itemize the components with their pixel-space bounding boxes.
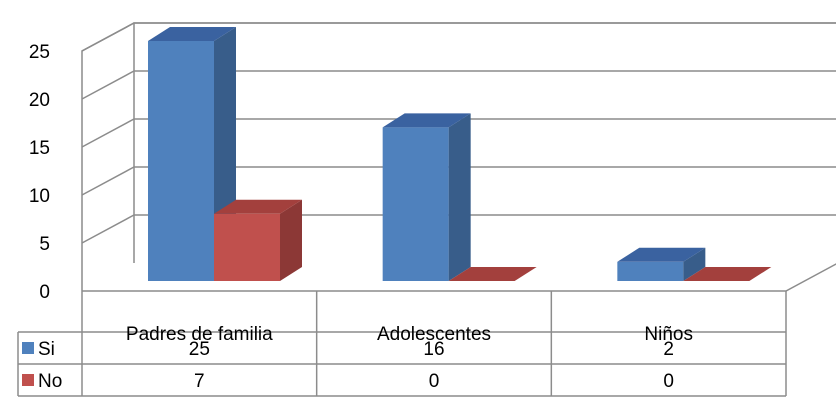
y-axis-ticks: 0 5 10 15 20 25 bbox=[29, 42, 50, 303]
gridline bbox=[81, 118, 836, 148]
bar-si bbox=[617, 247, 706, 281]
legend-label: No bbox=[38, 371, 62, 392]
y-tick-label: 0 bbox=[39, 282, 50, 303]
legend-swatch bbox=[22, 374, 34, 386]
category-label: Niños bbox=[644, 324, 693, 345]
gridline bbox=[81, 22, 836, 52]
gridline bbox=[81, 214, 836, 244]
data-table-cell: 2 bbox=[663, 339, 674, 360]
data-table-cell: 25 bbox=[189, 339, 210, 360]
y-tick-label: 25 bbox=[29, 42, 50, 63]
bars bbox=[148, 27, 772, 282]
gridline bbox=[81, 70, 836, 100]
y-tick-label: 10 bbox=[29, 186, 50, 207]
y-tick-label: 5 bbox=[39, 234, 50, 255]
legend-label: Si bbox=[38, 339, 55, 360]
bar-si bbox=[382, 113, 471, 282]
data-table: Padres de familia Adolescentes Niños Si 25 16… bbox=[17, 291, 787, 397]
bar-no bbox=[683, 267, 772, 281]
bar-no bbox=[214, 199, 302, 281]
data-table-cell: 0 bbox=[429, 371, 440, 392]
y-tick-label: 15 bbox=[29, 138, 50, 159]
gridlines bbox=[81, 22, 836, 244]
y-tick-label: 20 bbox=[29, 90, 50, 111]
category-label: Adolescentes bbox=[377, 324, 491, 345]
bar-no bbox=[448, 267, 537, 281]
data-table-cell: 7 bbox=[194, 371, 205, 392]
data-table-cell: 16 bbox=[423, 339, 444, 360]
legend-swatch bbox=[22, 342, 34, 354]
gridline bbox=[81, 166, 836, 196]
category-label: Padres de familia bbox=[126, 324, 273, 345]
data-table-cell: 0 bbox=[663, 371, 674, 392]
side-wall bbox=[81, 22, 135, 291]
